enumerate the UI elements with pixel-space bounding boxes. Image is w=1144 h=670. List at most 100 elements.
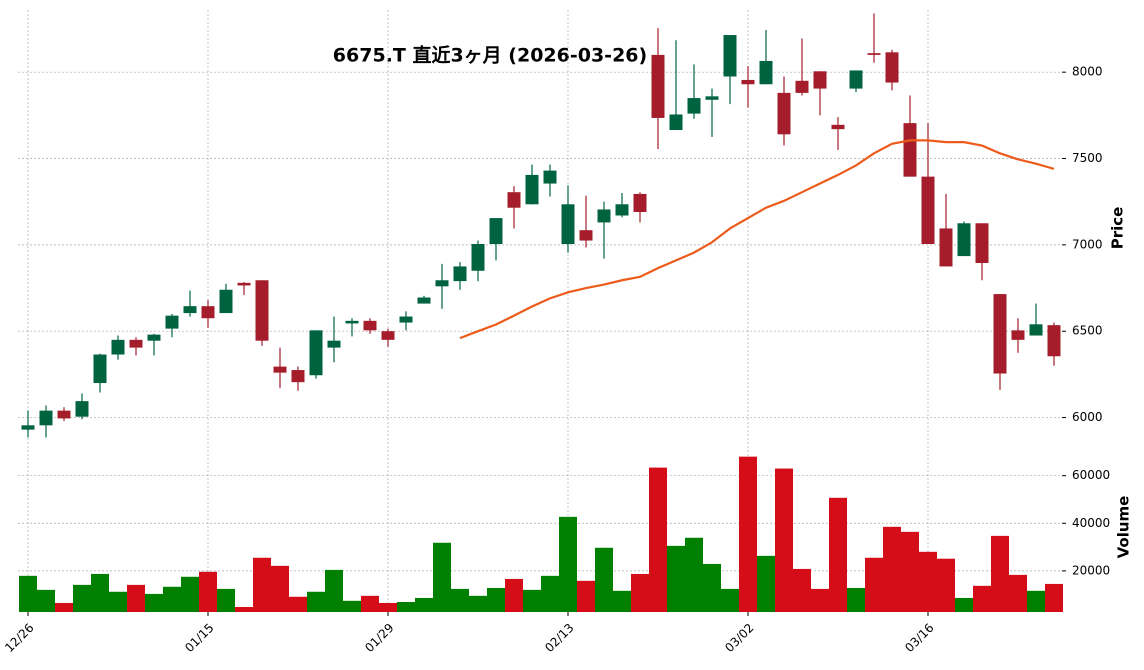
candle-body xyxy=(363,320,377,331)
volume-tick-label: 20000 xyxy=(1072,563,1110,577)
volume-bar xyxy=(433,542,451,612)
candle-body xyxy=(597,209,611,223)
candle-body xyxy=(903,123,917,177)
candle-body xyxy=(849,70,863,89)
volume-tick-label: 40000 xyxy=(1072,516,1110,530)
volume-bar xyxy=(919,551,937,612)
candle-body xyxy=(651,54,665,118)
volume-bar xyxy=(73,584,91,612)
volume-bar xyxy=(667,545,685,612)
volume-bar xyxy=(55,602,73,612)
volume-bar xyxy=(487,587,505,612)
x-tick-label: 01/15 xyxy=(182,621,216,655)
candle-body xyxy=(165,315,179,329)
volume-bar xyxy=(469,595,487,612)
volume-bar xyxy=(685,537,703,612)
candle-body xyxy=(831,124,845,130)
candle-body xyxy=(759,60,773,85)
candle-body xyxy=(39,410,53,426)
volume-bar xyxy=(703,563,721,612)
candle-body xyxy=(525,174,539,205)
candle-body xyxy=(399,316,413,323)
candle-body xyxy=(255,280,269,341)
y-axis-label: Price xyxy=(1109,207,1127,250)
candle-body xyxy=(417,297,431,304)
volume-bar xyxy=(451,588,469,612)
volume-bar xyxy=(253,557,271,612)
volume-bar xyxy=(757,555,775,612)
volume-bar xyxy=(163,586,181,612)
volume-bar xyxy=(181,576,199,612)
volume-bar xyxy=(307,591,325,612)
candle-body xyxy=(777,92,791,135)
candle-body xyxy=(1047,325,1061,357)
y-tick-label: 6500 xyxy=(1072,324,1103,338)
candle-body xyxy=(57,410,71,419)
candle-body xyxy=(489,218,503,244)
candle-body xyxy=(111,339,125,355)
candle-body xyxy=(867,53,881,55)
y-tick-label: 7000 xyxy=(1072,237,1103,251)
volume-bar xyxy=(649,467,667,612)
volume-bar xyxy=(397,602,415,612)
volume-bar xyxy=(523,589,541,612)
candle-body xyxy=(21,425,35,430)
volume-bar xyxy=(1045,583,1063,612)
volume-bar xyxy=(1027,590,1045,612)
candle-body xyxy=(723,35,737,77)
candle-body xyxy=(633,193,647,213)
volume-bar xyxy=(127,584,145,612)
volume-bar xyxy=(19,575,37,612)
candle-body xyxy=(687,98,701,114)
volume-bar xyxy=(973,585,991,612)
volume-bar xyxy=(379,602,397,612)
candle-body xyxy=(309,330,323,376)
volume-bar xyxy=(811,588,829,612)
volume-bar xyxy=(415,597,433,612)
candle-body xyxy=(201,306,215,319)
candle-body xyxy=(543,170,557,184)
x-tick-label: 01/29 xyxy=(362,621,396,655)
volume-bar xyxy=(901,531,919,612)
candle-body xyxy=(219,289,233,314)
volume-bar xyxy=(325,569,343,612)
volume-bar xyxy=(343,600,361,612)
volume-bar xyxy=(541,575,559,612)
candle-body xyxy=(93,354,107,384)
candle-body xyxy=(939,228,953,267)
candle-body xyxy=(615,204,629,216)
volume-bar xyxy=(559,516,577,612)
volume-bar xyxy=(577,580,595,612)
candle-body xyxy=(579,230,593,241)
candle-body xyxy=(561,204,575,244)
volume-axis-label: Volume xyxy=(1115,496,1133,559)
candle-body xyxy=(705,96,719,100)
volume-bar xyxy=(217,588,235,612)
volume-bar xyxy=(739,456,757,612)
candle-body xyxy=(291,370,305,383)
candle-body xyxy=(975,223,989,263)
candle-body xyxy=(129,339,143,348)
volume-bar xyxy=(775,468,793,612)
volume-bar xyxy=(37,589,55,612)
candle-body xyxy=(957,223,971,257)
x-tick-label: 02/13 xyxy=(542,621,576,655)
y-tick-label: 7500 xyxy=(1072,151,1103,165)
candle-body xyxy=(507,192,521,208)
y-tick-label: 6000 xyxy=(1072,410,1103,424)
volume-bar xyxy=(865,557,883,612)
candle-body xyxy=(885,52,899,83)
candle-body xyxy=(1011,330,1025,340)
candle-body xyxy=(741,79,755,85)
volume-bar xyxy=(505,578,523,612)
candle-body xyxy=(813,71,827,89)
volume-bar xyxy=(289,596,307,612)
candle-body xyxy=(75,401,89,417)
volume-bar xyxy=(991,535,1009,612)
volume-bar xyxy=(829,497,847,612)
x-tick-label: 03/16 xyxy=(902,621,936,655)
candle-body xyxy=(273,366,287,373)
volume-tick-label: 60000 xyxy=(1072,468,1110,482)
volume-bar xyxy=(613,590,631,612)
